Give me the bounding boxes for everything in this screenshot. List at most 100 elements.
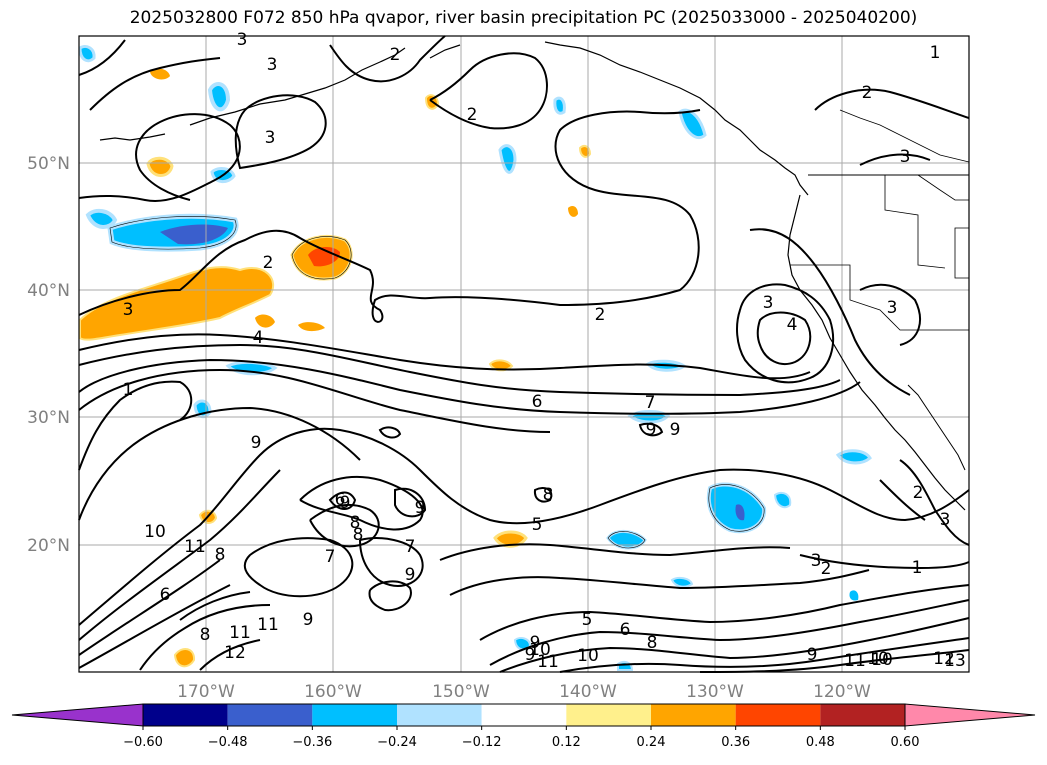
contour-label: 9: [530, 633, 541, 653]
contour-label: 3: [763, 293, 774, 313]
contour-label: 10: [871, 650, 893, 670]
contour-label: 9: [525, 645, 536, 665]
colorbar-tick-label: −0.60: [123, 735, 163, 750]
contour-label: 3: [265, 128, 276, 148]
contour-label: 7: [405, 537, 416, 557]
contour-label: 12: [224, 643, 246, 663]
contour-label: 11: [844, 651, 866, 671]
latitude-labels: 50°N 40°N 30°N 20°N: [27, 154, 70, 556]
contour-label: 12: [933, 649, 955, 669]
contour-label: 8: [350, 513, 361, 533]
contour-label: 10: [529, 640, 551, 660]
map-frame: [78, 35, 970, 673]
colorbar-tick-label: −0.36: [292, 735, 332, 750]
contour-label: 10: [577, 646, 599, 666]
longitude-label: 120°W: [813, 682, 871, 702]
contour-label: 10: [144, 522, 166, 542]
colorbar-swatch: [735, 704, 821, 726]
contour-label: 9: [415, 498, 426, 518]
contour-label: 8: [215, 545, 226, 565]
colorbar-outline: [142, 703, 906, 727]
latitude-label: 50°N: [27, 154, 70, 174]
contour-label: 4: [787, 315, 798, 335]
contour-label: 5: [532, 515, 543, 535]
contour-label: 10: [867, 649, 889, 669]
contour-label: 7: [645, 393, 656, 413]
contour-label: 5: [582, 610, 593, 630]
contour-label: 8: [543, 485, 554, 505]
contour-label: 1: [930, 43, 941, 63]
contour-label: 7: [325, 547, 336, 567]
contour-label: 8: [200, 625, 211, 645]
figure-title: 2025032800 F072 850 hPa qvapor, river ba…: [129, 8, 918, 28]
contour-label: 13: [944, 651, 966, 671]
shading-outlines: [109, 215, 765, 549]
contour-label: 2: [862, 83, 873, 103]
contour-label: 2: [913, 483, 924, 503]
contour-label: 2: [821, 559, 832, 579]
longitude-label: 130°W: [686, 682, 744, 702]
contour-label: 2: [263, 253, 274, 273]
colorbar-tick-label: 0.36: [721, 735, 750, 750]
contour-label: 2: [595, 305, 606, 325]
contour-label: 1: [912, 558, 923, 578]
contour-label: 8: [647, 633, 658, 653]
colorbar: [11, 703, 1036, 730]
colorbar-tick-label: −0.24: [377, 735, 417, 750]
contour-label: 6: [335, 490, 346, 510]
map-frame-bg: [79, 36, 969, 672]
contour-label: 9: [340, 493, 351, 513]
longitude-label: 160°W: [304, 682, 362, 702]
contour-label: 11: [537, 652, 559, 672]
contour-label: 3: [900, 147, 911, 167]
contour-label: 3: [811, 551, 822, 571]
contour-label: 9: [670, 420, 681, 440]
contour-label: 6: [620, 620, 631, 640]
colorbar-tick-label: 0.12: [552, 735, 581, 750]
contour-label: 9: [251, 433, 262, 453]
colorbar-swatch: [397, 704, 482, 726]
colorbar-extend-max: [904, 703, 1036, 727]
contour-label: 6: [532, 392, 543, 412]
colorbar-swatch: [651, 704, 736, 726]
latitude-label: 20°N: [27, 536, 70, 556]
contour-label: 11: [257, 615, 279, 635]
contour-label: 9: [303, 610, 314, 630]
contour-label: 9: [405, 565, 416, 585]
longitude-label: 170°W: [177, 682, 235, 702]
latitude-label: 30°N: [27, 408, 70, 428]
contour-label: 2: [467, 105, 478, 125]
contour-label: 11: [184, 537, 206, 557]
coastlines: [99, 41, 970, 511]
colorbar-swatch: [227, 704, 313, 726]
colorbar-tick-label: −0.48: [208, 735, 248, 750]
contour-label: 9: [807, 645, 818, 665]
contour-label: 9: [646, 420, 657, 440]
latitude-label: 40°N: [27, 281, 70, 301]
contour-label: 3: [123, 300, 134, 320]
colorbar-swatch: [566, 704, 651, 726]
colorbar-tick-label: 0.48: [806, 735, 835, 750]
contour-label: 3: [940, 510, 951, 530]
contour-label: 6: [160, 585, 171, 605]
contour-label: 11: [229, 623, 251, 643]
contour-label: 8: [353, 525, 364, 545]
colorbar-swatch: [820, 704, 905, 726]
longitude-labels: 170°W 160°W 150°W 140°W 130°W 120°W: [177, 682, 871, 702]
precip-shading: [78, 44, 872, 671]
contour-label: 2: [390, 45, 401, 65]
colorbar-tick-label: 0.60: [891, 735, 920, 750]
longitude-label: 150°W: [432, 682, 490, 702]
contour-label: 3: [237, 30, 248, 50]
colorbar-swatch: [312, 704, 397, 726]
colorbar-tick-labels: −0.60 −0.48 −0.36 −0.24 −0.12 0.12 0.24 0.36 0.4…: [123, 735, 919, 750]
contour-label: 4: [253, 328, 264, 348]
longitude-label: 140°W: [559, 682, 617, 702]
colorbar-swatch: [481, 704, 567, 726]
contour-label: 3: [887, 298, 898, 318]
contour-label: 3: [267, 55, 278, 75]
colorbar-tick-label: −0.12: [462, 735, 502, 750]
